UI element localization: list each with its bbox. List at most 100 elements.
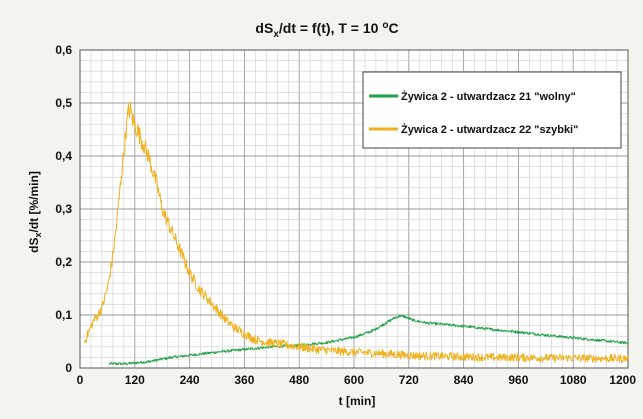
data-point (225, 319, 227, 322)
data-point (280, 343, 282, 345)
chart-title: dSx/dt = f(t), T = 10 oC (255, 20, 398, 40)
legend: Żywica 2 - utwardzacz 21 "wolny" Żywica … (362, 71, 622, 149)
data-point (156, 187, 159, 189)
data-point (298, 346, 301, 348)
data-point (316, 348, 319, 351)
data-point (193, 353, 195, 356)
title-rest: /dt = f(t), T = 10 (279, 20, 382, 36)
x-tick-label: 720 (399, 373, 419, 387)
data-point (325, 341, 328, 344)
data-point (490, 356, 492, 359)
ylabel-main: dS (27, 238, 41, 253)
x-tick-label: 1080 (560, 373, 587, 387)
data-point (444, 355, 447, 358)
data-point (545, 357, 547, 359)
data-point (138, 134, 141, 136)
title-main: dS (255, 20, 273, 36)
data-point (170, 356, 173, 359)
data-point (127, 112, 129, 115)
data-point (92, 319, 95, 322)
data-point (131, 118, 134, 120)
data-point (403, 315, 406, 318)
data-point (627, 357, 629, 360)
y-axis-label: dSx/dt [%/min] (27, 171, 43, 253)
ylabel-rest: /dt [%/min] (27, 171, 41, 232)
y-tick-label: 0 (65, 361, 72, 375)
data-point (426, 322, 428, 324)
data-point (170, 229, 173, 231)
data-point (444, 323, 447, 326)
x-tick-label: 1200 (609, 373, 636, 387)
series-trace (84, 101, 629, 363)
data-point (147, 360, 150, 363)
data-point (115, 224, 118, 226)
data-point (421, 355, 424, 357)
x-tick-label: 120 (125, 373, 145, 387)
data-point (143, 144, 145, 147)
data-point (88, 330, 90, 332)
data-point (572, 357, 574, 359)
y-tick-label: 0,4 (55, 149, 72, 163)
data-point (234, 327, 237, 330)
x-tick-label: 840 (454, 373, 474, 387)
data-point (599, 357, 602, 360)
x-axis-ticks: 0 120 240 360 480 600 720 840 960 1080 1200 (77, 373, 637, 387)
series-group (83, 101, 629, 366)
data-point (376, 352, 378, 354)
data-point (271, 346, 273, 348)
data-point (261, 340, 264, 343)
data-point (97, 314, 100, 316)
data-point (572, 336, 574, 339)
y-axis-ticks: 0 0,1 0,2 0,3 0,4 0,5 0,6 (55, 43, 72, 375)
y-tick-label: 0,5 (55, 96, 72, 110)
data-point (398, 353, 401, 356)
title-superscript: o (382, 20, 388, 31)
data-point (467, 356, 469, 358)
data-point (394, 316, 396, 319)
data-point (161, 208, 163, 210)
plot-frame (79, 49, 629, 369)
data-point (627, 342, 629, 344)
data-point (129, 107, 132, 110)
data-point (111, 261, 113, 263)
data-point (371, 330, 374, 332)
data-point (599, 339, 602, 342)
x-tick-label: 240 (180, 373, 200, 387)
ylabel-subscript: x (33, 232, 43, 237)
y-tick-label: 0,2 (55, 255, 72, 269)
x-tick-label: 360 (234, 373, 254, 387)
data-point (124, 362, 127, 365)
data-point (243, 332, 246, 335)
x-axis-label: t [min] (339, 394, 376, 408)
data-point (412, 319, 415, 322)
data-point (334, 350, 337, 352)
data-point (243, 348, 246, 351)
data-point (207, 298, 209, 300)
series-trace (109, 314, 628, 366)
data-point (124, 134, 127, 136)
title-end: C (388, 20, 398, 36)
y-tick-label: 0,3 (55, 202, 72, 216)
grid (80, 50, 628, 368)
data-point (152, 171, 154, 173)
data-point (147, 155, 150, 157)
y-tick-label: 0,6 (55, 43, 72, 57)
data-point (216, 351, 218, 353)
data-point (106, 287, 109, 290)
legend-box (362, 71, 622, 149)
data-point (179, 250, 182, 253)
data-point (120, 176, 122, 178)
data-point (517, 331, 520, 333)
data-point (102, 303, 104, 306)
data-point (545, 334, 547, 336)
series-wolny (108, 314, 629, 366)
data-point (252, 338, 255, 340)
x-tick-label: 0 (77, 373, 84, 387)
x-tick-label: 480 (289, 373, 309, 387)
series-szybki (83, 101, 629, 363)
data-point (188, 271, 191, 274)
x-tick-label: 960 (508, 373, 528, 387)
x-tick-label: 600 (344, 373, 364, 387)
data-point (83, 340, 86, 343)
